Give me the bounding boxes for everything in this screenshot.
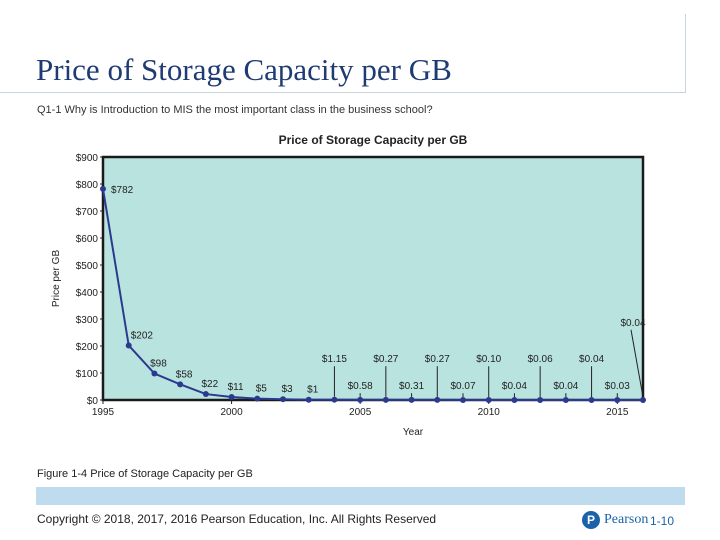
data-label-2009: $0.07 [450,381,475,392]
data-point-2001 [254,395,261,402]
data-point-2015 [614,396,621,403]
y-tick-label-3: $300 [76,315,99,326]
x-axis-label: Year [403,427,424,438]
y-tick-label-7: $700 [76,207,99,218]
y-tick-label-5: $500 [76,261,99,272]
y-tick-label-0: $0 [87,396,99,407]
data-label-2014: $0.04 [579,354,604,365]
data-label-2015: $0.03 [605,381,630,392]
data-point-1999 [202,391,209,398]
data-label-1997: $98 [150,359,167,370]
slide-title: Price of Storage Capacity per GB [36,52,452,87]
data-label-2011: $0.04 [502,381,527,392]
figure-caption: Figure 1-4 Price of Storage Capacity per… [37,468,253,480]
data-point-2005 [357,396,364,403]
data-point-2009 [460,396,466,403]
data-label-1995: $782 [111,185,134,196]
pearson-logo: P Pearson [582,510,648,530]
y-tick-label-9: $900 [76,153,99,164]
pearson-logo-text: Pearson [604,512,649,527]
data-point-2014 [588,396,595,403]
series-line [102,188,644,401]
data-label-2012: $0.06 [528,354,553,365]
y-tick-label-6: $600 [76,234,99,245]
chart-title: Price of Storage Capacity per GB [279,133,468,147]
data-label-2003: $1 [307,385,319,396]
data-point-2004 [331,396,338,403]
y-tick-label-2: $200 [76,342,99,353]
data-point-2012 [537,396,544,403]
data-label-2016: $0.04 [620,318,645,329]
x-tick-label-1: 2000 [220,407,243,418]
data-label-1999: $22 [202,379,219,390]
data-point-1996 [125,342,132,349]
x-tick-label-3: 2010 [478,407,501,418]
page-number: 1-10 [650,514,675,528]
y-tick-label-8: $800 [76,180,99,191]
plot-area [101,155,645,402]
data-label-2001: $5 [256,384,268,395]
data-label-2005: $0.58 [348,381,373,392]
data-point-2006 [382,396,389,403]
data-point-1998 [177,381,184,388]
data-label-2000: $11 [228,382,244,393]
data-label-2013: $0.04 [553,381,578,392]
price-storage-chart: Price of Storage Capacity per GB $0 $100 $2… [51,133,646,438]
y-tick-label-1: $100 [76,369,99,380]
data-point-2000 [228,394,235,401]
data-point-2002 [280,396,286,403]
data-point-2010 [485,396,492,403]
data-point-2016 [640,396,646,403]
data-leader-2016 [630,329,644,398]
data-point-2011 [511,396,518,403]
x-tick-label-2: 2005 [349,407,372,418]
pearson-logo-icon: P [582,511,600,529]
data-label-2002: $3 [281,384,293,395]
data-label-1996: $202 [131,330,154,341]
y-axis-label: Price per GB [51,250,62,308]
data-point-2013 [562,396,569,403]
data-label-2010: $0.10 [476,354,501,365]
data-point-1997 [151,370,158,377]
data-point-1995 [100,185,106,192]
y-tick-label-4: $400 [76,288,99,299]
data-point-2008 [434,396,441,403]
data-label-2008: $0.27 [425,354,450,365]
slide-subtitle: Q1-1 Why is Introduction to MIS the most… [37,104,433,116]
data-label-2004: $1.15 [322,354,347,365]
title-divider-horizontal [0,92,686,93]
data-label-1998: $58 [176,369,193,380]
data-point-2003 [305,396,312,403]
footer-band [36,487,685,505]
x-tick-label-4: 2015 [606,407,629,418]
data-label-2006: $0.27 [373,354,398,365]
x-tick-label-0: 1995 [92,407,115,418]
data-point-2007 [408,396,415,403]
title-divider-vertical [685,14,686,93]
copyright-text: Copyright © 2018, 2017, 2016 Pearson Edu… [37,512,437,526]
data-label-2007: $0.31 [399,381,424,392]
